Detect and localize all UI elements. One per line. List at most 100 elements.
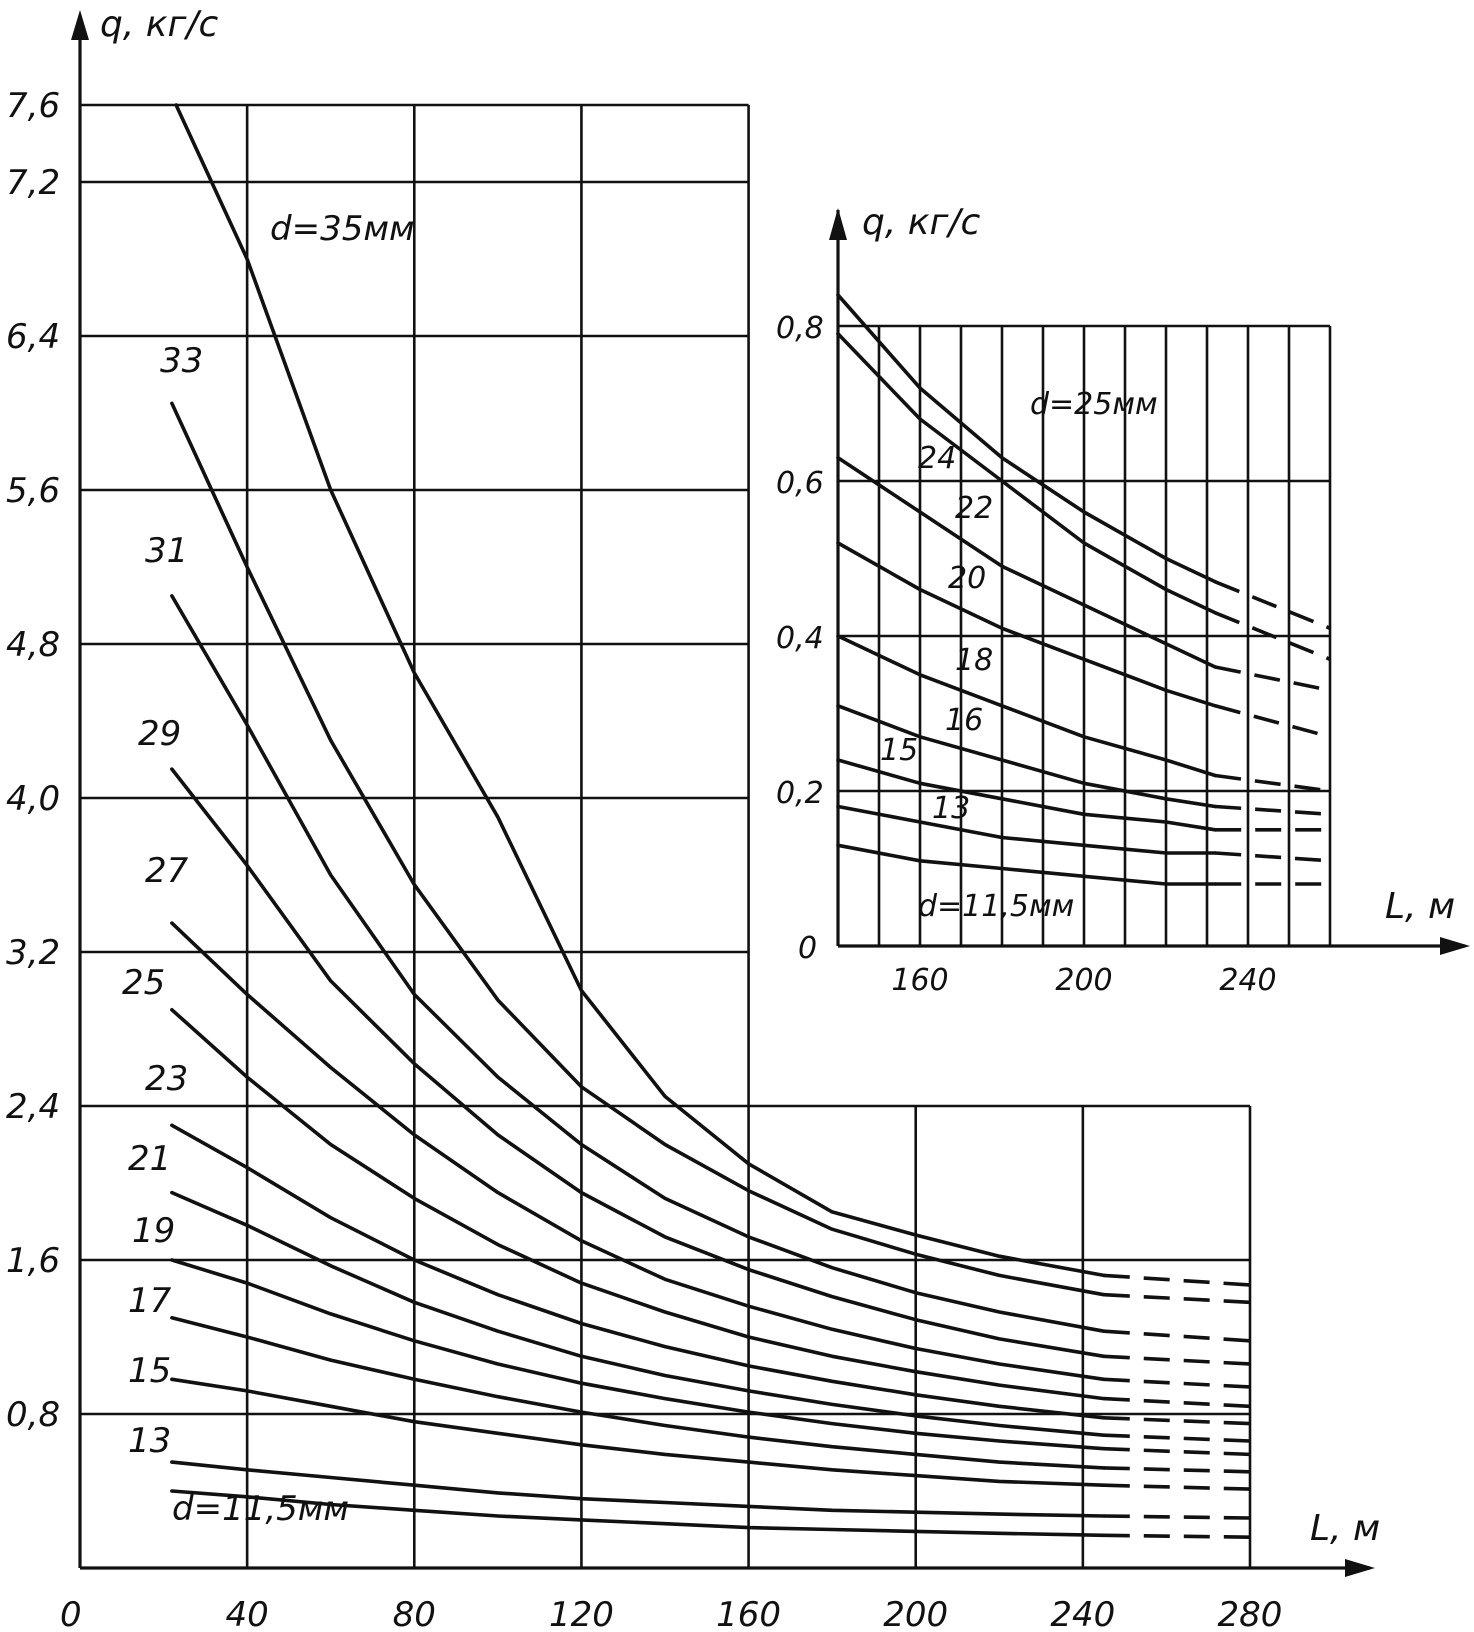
main-curve-label: 25 — [122, 963, 165, 1003]
inset-x-tick-label: 160 — [891, 963, 948, 998]
inset-curve-extrapolation — [1215, 851, 1331, 863]
inset-curve-extrapolation — [1214, 580, 1331, 630]
main-curve-line — [170, 767, 1106, 1359]
inset-y-tick-label: 0,2 — [776, 776, 824, 811]
inset-curve-line — [836, 456, 1217, 669]
main-curve-line — [170, 401, 1106, 1297]
main-x-tick-label: 280 — [1218, 1595, 1283, 1632]
main-y-tick-label: 4,0 — [6, 779, 60, 819]
inset-x-tick-label: 240 — [1219, 963, 1276, 998]
main-y-tick-label: 2,4 — [6, 1087, 60, 1127]
inset-y-tick-label: 0 — [798, 931, 817, 966]
main-curve-extrapolation — [1103, 1446, 1251, 1457]
inset-chart: 0 0,2 0,4 0,6 0,8 160 200 240 q, кг/с L, м d=25мм 2… — [776, 202, 1474, 1006]
main-y-tick-label: 6,4 — [6, 317, 60, 357]
main-x-tick-label: 80 — [393, 1595, 436, 1632]
inset-y-tick-label: 0,6 — [776, 466, 824, 501]
main-curve-extrapolation — [1103, 1292, 1251, 1305]
main-curve-extrapolation — [1103, 1514, 1251, 1520]
main-curve-extrapolation — [1103, 1466, 1251, 1474]
main-curve-extrapolation — [1103, 1396, 1251, 1409]
main-y-tick-label: 7,2 — [6, 163, 60, 203]
main-curve-extrapolation — [1103, 1354, 1251, 1366]
inset-grid — [838, 324, 1332, 946]
inset-x-tick-label: 200 — [1055, 963, 1112, 998]
inset-curve-line — [836, 843, 1217, 886]
inset-curve-label: d=11,5мм — [918, 889, 1074, 924]
inset-curve-line — [836, 758, 1217, 832]
main-curve-extrapolation — [1103, 1273, 1251, 1287]
main-curve-extrapolation — [1103, 1483, 1251, 1491]
inset-y-axis-title: q, кг/с — [862, 202, 981, 243]
inset-curve-extrapolation — [1214, 704, 1331, 739]
inset-x-axis-title: L, м — [1385, 886, 1455, 927]
inset-curve-label: 22 — [955, 491, 993, 526]
main-y-axis-arrow — [71, 10, 89, 40]
main-curve-line — [170, 1377, 1106, 1487]
inset-curve-extrapolation — [1214, 665, 1331, 693]
main-curve-label: 19 — [132, 1211, 175, 1251]
main-curve-line — [170, 1316, 1106, 1470]
main-curve-line — [174, 103, 1106, 1278]
main-x-axis-arrow — [1345, 1559, 1375, 1577]
main-x-tick-label: 120 — [549, 1595, 614, 1632]
main-curve-line — [170, 1008, 1106, 1401]
inset-curve-extrapolation — [1215, 804, 1331, 817]
inset-curve-line — [836, 704, 1217, 809]
inset-curve-label: 20 — [948, 561, 986, 596]
main-curve-label: 15 — [128, 1351, 171, 1391]
main-grid — [80, 103, 1252, 1568]
inset-curve-label: 18 — [955, 643, 993, 678]
main-x-tick-label: 0 — [60, 1595, 82, 1632]
main-curve-label: 17 — [128, 1281, 172, 1321]
inset-curve-line — [836, 634, 1217, 778]
main-curve-extrapolation — [1103, 1416, 1251, 1426]
inset-y-axis-arrow — [829, 208, 847, 240]
inset-x-axis-arrow — [1440, 937, 1470, 955]
main-x-tick-label: 200 — [883, 1595, 948, 1632]
main-curve-extrapolation — [1103, 1329, 1251, 1343]
main-curve-label: 33 — [160, 341, 203, 381]
main-y-tick-label: 1,6 — [6, 1241, 60, 1281]
inset-curve-label: 16 — [945, 703, 983, 738]
main-curve-line — [170, 1190, 1106, 1437]
inset-curve-line — [836, 804, 1217, 855]
main-y-tick-label: 7,6 — [6, 86, 60, 126]
inset-y-tick-label: 0,4 — [776, 621, 824, 656]
main-curve-line — [170, 1123, 1106, 1420]
main-y-tick-label: 4,8 — [6, 625, 60, 665]
inset-curve-line — [836, 293, 1217, 584]
main-y-axis-title: q, кг/с — [100, 4, 219, 45]
main-curve-extrapolation — [1103, 1377, 1251, 1389]
main-curve-extrapolation — [1103, 1433, 1251, 1443]
main-y-tick-label: 0,8 — [6, 1395, 60, 1435]
main-curve-line — [170, 1489, 1106, 1538]
main-curve-extrapolation — [1103, 1533, 1251, 1539]
main-chart: 0,8 1,6 2,4 3,2 4,0 4,8 5,6 6,4 7,2 7,6 0 40 80 120 16… — [6, 4, 1380, 1632]
main-y-tick-label: 5,6 — [6, 471, 60, 511]
main-x-tick-label: 160 — [716, 1595, 781, 1632]
inset-curve-line — [836, 332, 1217, 615]
main-curve-line — [170, 1460, 1106, 1518]
main-x-axis-title: L, м — [1310, 1508, 1380, 1549]
main-x-tick-label: 40 — [226, 1595, 269, 1632]
main-curve-label: d=35мм — [270, 209, 415, 249]
main-curve-label: 29 — [138, 714, 181, 754]
inset-curve-label: 15 — [880, 733, 918, 768]
main-curve-label: 13 — [128, 1421, 171, 1461]
inset-curve-label: 24 — [918, 441, 956, 476]
main-curve-line — [170, 921, 1106, 1382]
main-curve-label: 23 — [145, 1059, 188, 1099]
main-x-tick-label: 240 — [1050, 1595, 1115, 1632]
main-curve-label: 21 — [128, 1139, 171, 1179]
inset-curve-label: 13 — [932, 791, 970, 826]
main-curve-label: 27 — [145, 851, 189, 891]
main-curve-label: 31 — [145, 531, 188, 571]
inset-curve-extrapolation — [1214, 611, 1331, 661]
inset-curve-line — [836, 541, 1217, 708]
main-curve-line — [170, 1258, 1106, 1451]
inset-y-tick-label: 0,8 — [776, 311, 824, 346]
main-curve-label: d=11,5мм — [172, 1489, 349, 1529]
main-curve-line — [170, 594, 1106, 1333]
